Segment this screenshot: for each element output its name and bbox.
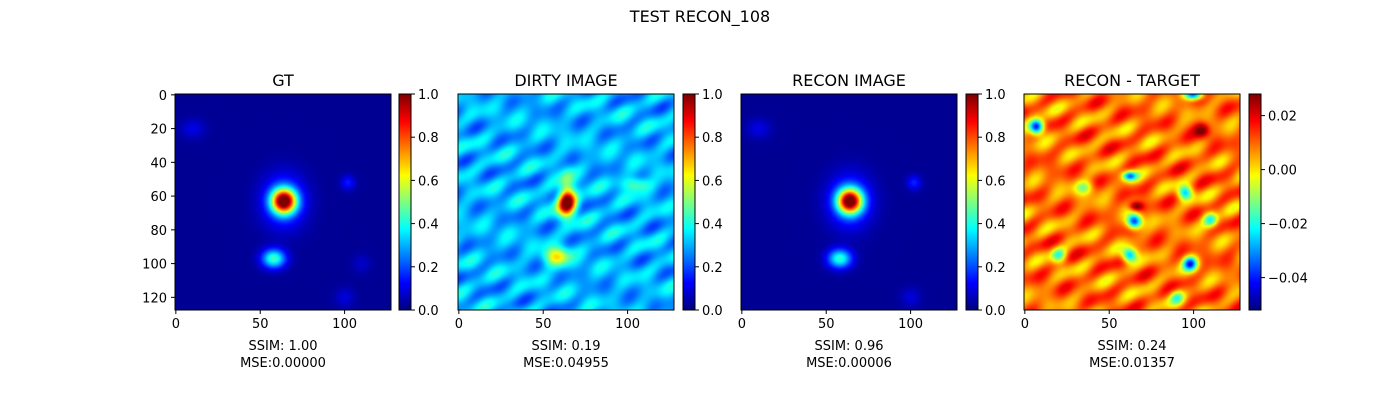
x-tick-label: 50 [252, 317, 269, 332]
colorbar-tick-label: 0.2 [418, 261, 439, 276]
x-tick-label: 100 [332, 317, 357, 332]
colorbar-frame [1248, 93, 1262, 311]
ssim-label: SSIM: 0.24 [1097, 339, 1166, 354]
colorbar-frame [682, 93, 696, 311]
ssim-label: SSIM: 0.19 [531, 339, 600, 354]
ssim-label: SSIM: 1.00 [248, 339, 317, 354]
axes-frame [457, 93, 675, 311]
x-tick-label: 50 [1101, 317, 1118, 332]
colorbar-tick-label: 0.2 [985, 261, 1006, 276]
y-tick-label: 60 [150, 190, 167, 205]
y-tick-label: 20 [150, 123, 167, 138]
colorbar-tick-label: 1.0 [985, 88, 1006, 103]
panel: GT 0 50 100 0 20 40 60 80 100 120 0.0 0.2 0.4 0.6 0.8 1.… [142, 71, 439, 371]
x-tick-label: 0 [1021, 317, 1029, 332]
colorbar [683, 94, 695, 310]
panel: RECON - TARGET 0 50 100 0.02 0.00 −0.02 −0.04 SS… [1021, 71, 1308, 371]
colorbar-tick-label: 0.4 [985, 218, 1006, 233]
panel-title: RECON - TARGET [1064, 71, 1200, 90]
colorbar [966, 94, 978, 310]
ssim-label: SSIM: 0.96 [814, 339, 883, 354]
colorbar-tick-label: 1.0 [418, 88, 439, 103]
heatmap-image [741, 94, 957, 310]
x-tick-label: 0 [455, 317, 463, 332]
x-tick-label: 50 [535, 317, 552, 332]
colorbar [1249, 94, 1261, 310]
x-tick-label: 0 [738, 317, 746, 332]
x-tick-label: 50 [818, 317, 835, 332]
colorbar-tick-label: 0.8 [418, 131, 439, 146]
y-tick-label: 100 [142, 258, 167, 273]
panel-title: GT [272, 71, 294, 90]
colorbar-tick-label: 0.8 [985, 131, 1006, 146]
x-tick-label: 0 [172, 317, 180, 332]
colorbar-tick-label: 0.6 [418, 174, 439, 189]
colorbar-tick-label: 0.2 [702, 261, 723, 276]
panel-title: RECON IMAGE [792, 71, 906, 90]
colorbar-tick-label: 0.0 [418, 304, 439, 319]
colorbar-tick-label: −0.02 [1268, 218, 1308, 233]
colorbar-tick-label: 0.8 [702, 131, 723, 146]
colorbar-tick-label: 0.0 [702, 304, 723, 319]
colorbar-tick-label: 0.00 [1268, 164, 1297, 179]
colorbar-tick-label: 0.0 [985, 304, 1006, 319]
x-tick-label: 100 [1181, 317, 1206, 332]
figure-suptitle: TEST RECON_108 [629, 7, 770, 27]
x-tick-label: 100 [898, 317, 923, 332]
panel: DIRTY IMAGE 0 50 100 0.0 0.2 0.4 0.6 0.8 1.0 SSIM:… [455, 71, 723, 371]
mse-label: MSE:0.04955 [523, 356, 609, 371]
panels: GT 0 50 100 0 20 40 60 80 100 120 0.0 0.2 0.4 0.6 0.8 1.… [142, 71, 1308, 371]
colorbar [399, 94, 411, 310]
axes-frame [174, 93, 392, 311]
colorbar-tick-label: −0.04 [1268, 272, 1308, 287]
panel: RECON IMAGE 0 50 100 0.0 0.2 0.4 0.6 0.8 1.0 SSIM:… [738, 71, 1006, 371]
colorbar-frame [398, 93, 412, 311]
mse-label: MSE:0.01357 [1089, 356, 1175, 371]
y-tick-label: 120 [142, 291, 167, 306]
x-tick-label: 100 [615, 317, 640, 332]
colorbar-tick-label: 0.6 [702, 174, 723, 189]
colorbar-tick-label: 0.4 [702, 218, 723, 233]
axes-frame [1023, 93, 1241, 311]
y-tick-label: 40 [150, 156, 167, 171]
axes-frame [740, 93, 958, 311]
colorbar-tick-label: 0.02 [1268, 110, 1297, 125]
mse-label: MSE:0.00006 [806, 356, 892, 371]
mse-label: MSE:0.00000 [240, 356, 326, 371]
colorbar-tick-label: 0.4 [418, 218, 439, 233]
colorbar-frame [965, 93, 979, 311]
panel-title: DIRTY IMAGE [514, 71, 617, 90]
colorbar-tick-label: 1.0 [702, 88, 723, 103]
heatmap-image [458, 94, 674, 310]
colorbar-tick-label: 0.6 [985, 174, 1006, 189]
heatmap-image [1024, 94, 1240, 310]
y-tick-label: 0 [159, 89, 167, 104]
heatmap-image [175, 94, 391, 310]
y-tick-label: 80 [150, 224, 167, 239]
